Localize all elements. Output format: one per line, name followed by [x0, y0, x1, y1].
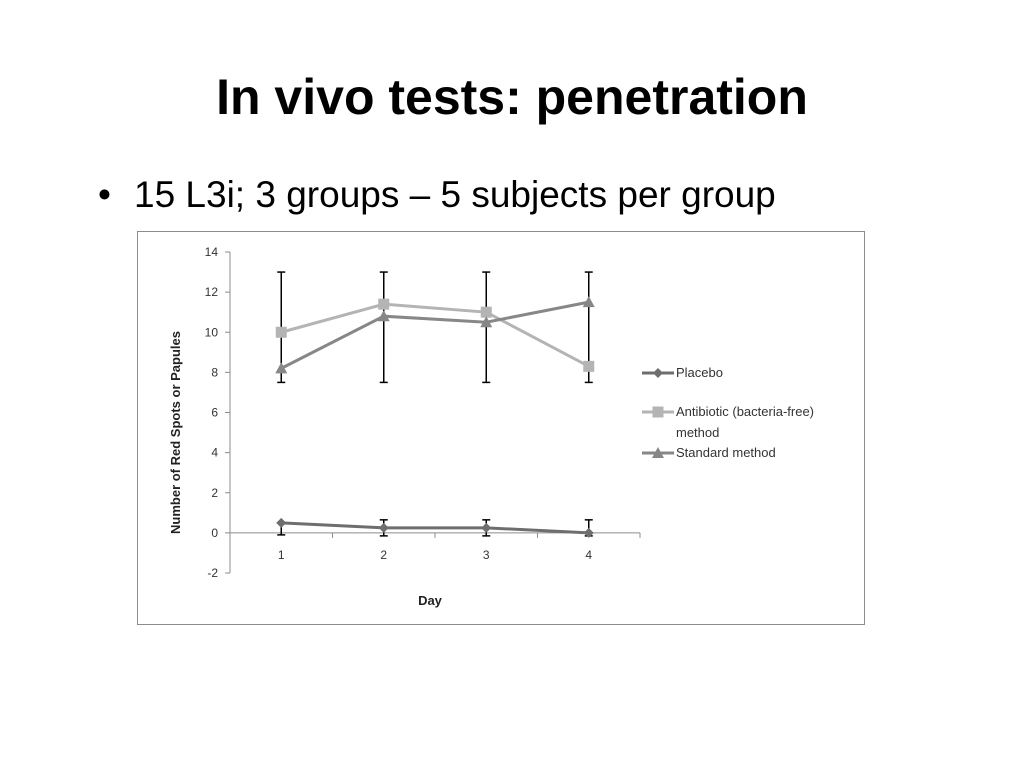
data-point-series-1 [378, 522, 389, 533]
data-point-series-2 [583, 360, 595, 372]
data-point-series-1 [481, 522, 492, 533]
series-line-3 [280, 300, 590, 370]
data-point-series-2 [480, 306, 492, 318]
data-point-series-1 [276, 517, 287, 528]
data-point-series-3 [480, 316, 493, 328]
y-axis-title: Number of Red Spots or Papules [168, 331, 183, 534]
y-tick-label: 10 [205, 325, 219, 339]
chart-frame: -2 0 2 4 6 8 10 12 14 1 2 3 4 Day Number of Red Spots … [137, 231, 865, 625]
slide-title: In vivo tests: penetration [216, 69, 808, 125]
legend-marker-1 [653, 368, 663, 378]
data-point-series-3 [582, 296, 595, 308]
y-tick-label: 12 [205, 285, 219, 299]
x-tick-label: 4 [585, 548, 592, 562]
bullet-dot-icon: • [98, 174, 111, 215]
x-tick-label: 3 [483, 548, 490, 562]
series-line-1 [281, 521, 589, 535]
y-tick-label: 14 [205, 245, 219, 259]
y-tick-label: 0 [211, 526, 218, 540]
data-point-series-2 [378, 298, 390, 310]
legend-label-1: Placebo [676, 365, 723, 380]
y-tick-label: 2 [211, 486, 218, 500]
legend-label-2: Antibiotic (bacteria-free) method [676, 404, 814, 440]
legend-label-3: Standard method [676, 445, 776, 460]
x-tick-label: 1 [278, 548, 285, 562]
data-point-series-2 [275, 326, 287, 338]
y-tick-label: 4 [211, 446, 218, 460]
bullet-item: • 15 L3i; 3 groups – 5 subjects per group [98, 172, 776, 218]
legend-label-line: method [676, 425, 719, 440]
x-tick-label: 2 [380, 548, 387, 562]
y-tick-label: 6 [211, 406, 218, 420]
data-point-series-3 [275, 362, 288, 374]
series-line-2 [280, 302, 590, 368]
data-point-series-1 [583, 527, 594, 538]
y-tick-label: 8 [211, 365, 218, 379]
legend-label-line: Antibiotic (bacteria-free) [676, 404, 814, 419]
data-point-series-3 [377, 310, 390, 322]
bullet-text: 15 L3i; 3 groups – 5 subjects per group [134, 174, 776, 215]
x-axis-title: Day [418, 593, 443, 608]
legend-marker-2 [652, 406, 664, 418]
legend-marker-3 [652, 447, 664, 458]
y-tick-label: -2 [207, 566, 218, 580]
